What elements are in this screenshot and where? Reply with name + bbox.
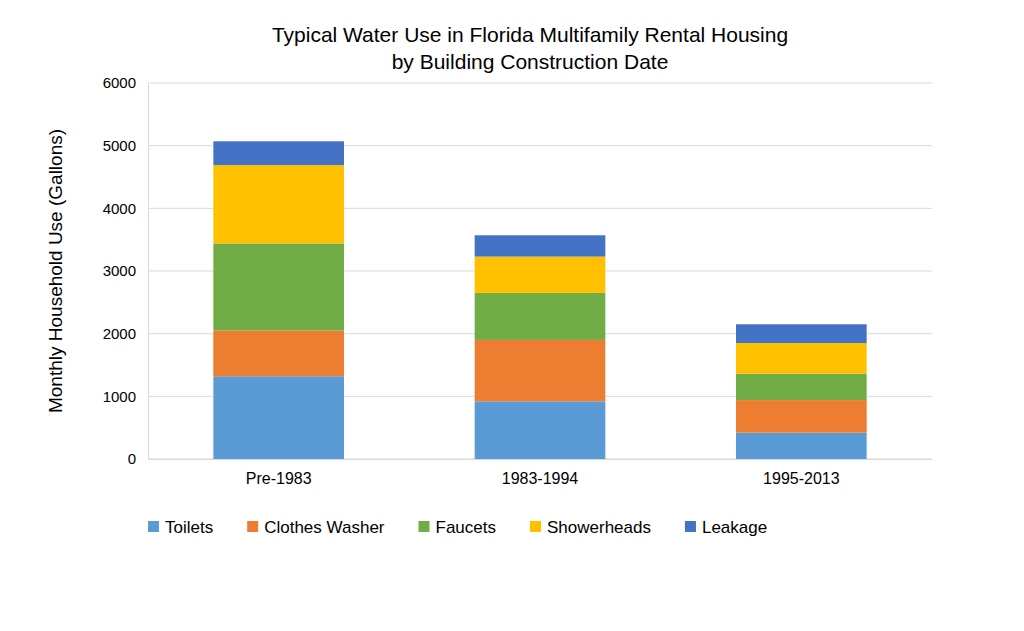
y-tick-label: 1000 (103, 388, 136, 405)
x-tick: Pre-1983 (246, 459, 312, 487)
title-line: Typical Water Use in Florida Multifamily… (272, 23, 788, 46)
legend-item: Leakage (685, 518, 767, 537)
y-tick: 4000 (103, 200, 148, 217)
bar-segment (213, 243, 344, 330)
bar-segment (475, 293, 606, 340)
bar-segment (475, 401, 606, 459)
x-tick-label: 1983-1994 (502, 470, 579, 487)
bar-segment (736, 324, 867, 343)
x-tick-label: 1995-2013 (763, 470, 840, 487)
legend-swatch (247, 521, 258, 532)
legend-item: Toilets (148, 518, 213, 537)
series (213, 141, 866, 343)
y-axis: 0 1000 2000 3000 4000 5000 6000 (103, 74, 149, 467)
y-tick-label: 0 (128, 450, 136, 467)
legend-swatch (530, 521, 541, 532)
chart: Typical Water Use in Florida Multifamily… (0, 0, 1024, 631)
bar-segment (736, 433, 867, 459)
legend-label: Leakage (702, 518, 767, 537)
legend-label: Clothes Washer (264, 518, 385, 537)
bar-segment (475, 257, 606, 293)
x-tick: 1983-1994 (502, 459, 579, 487)
x-tick-label: Pre-1983 (246, 470, 312, 487)
series (213, 243, 866, 400)
series (213, 165, 866, 374)
legend-item: Clothes Washer (247, 518, 385, 537)
bar-segment (213, 376, 344, 459)
series (213, 331, 866, 433)
legend-label: Toilets (165, 518, 213, 537)
legend-label: Faucets (436, 518, 496, 537)
grid-line (148, 83, 932, 84)
x-axis-line (149, 459, 933, 460)
legend-item: Faucets (419, 518, 496, 537)
y-axis-title: Monthly Household Use (Gallons) (45, 129, 66, 413)
y-tick: 0 (128, 450, 148, 467)
y-axis-line (148, 84, 149, 460)
y-tick-label: 4000 (103, 200, 136, 217)
x-tick: 1995-2013 (763, 459, 840, 487)
y-tick: 5000 (103, 137, 148, 154)
grid (148, 83, 932, 459)
bar-segment (213, 331, 344, 377)
legend-swatch (148, 521, 159, 532)
y-tick: 3000 (103, 262, 148, 279)
legend-label: Showerheads (547, 518, 651, 537)
bar-segment (213, 141, 344, 165)
plot: 0 1000 2000 3000 4000 5000 6000 Pre-1983 1983-19… (103, 74, 933, 487)
legend-swatch (419, 521, 430, 532)
bar-segment (475, 235, 606, 256)
y-tick: 6000 (103, 74, 148, 91)
legend: Toilets Clothes Washer Faucets Showerheads L… (148, 518, 767, 537)
bar-segment (736, 400, 867, 433)
bar-segment (736, 343, 867, 374)
bar-segment (213, 165, 344, 243)
y-tick-label: 2000 (103, 325, 136, 342)
legend-item: Showerheads (530, 518, 651, 537)
title: Typical Water Use in Florida Multifamily… (272, 23, 788, 73)
y-tick-label: 5000 (103, 137, 136, 154)
y-tick: 1000 (103, 388, 148, 405)
bars (213, 141, 866, 459)
legend-swatch (685, 521, 696, 532)
bar-segment (475, 340, 606, 401)
y-tick: 2000 (103, 325, 148, 342)
y-tick-label: 6000 (103, 74, 136, 91)
bar-segment (736, 374, 867, 400)
title-line: by Building Construction Date (392, 50, 669, 73)
y-tick-label: 3000 (103, 262, 136, 279)
x-axis: Pre-1983 1983-1994 1995-2013 (149, 459, 933, 487)
